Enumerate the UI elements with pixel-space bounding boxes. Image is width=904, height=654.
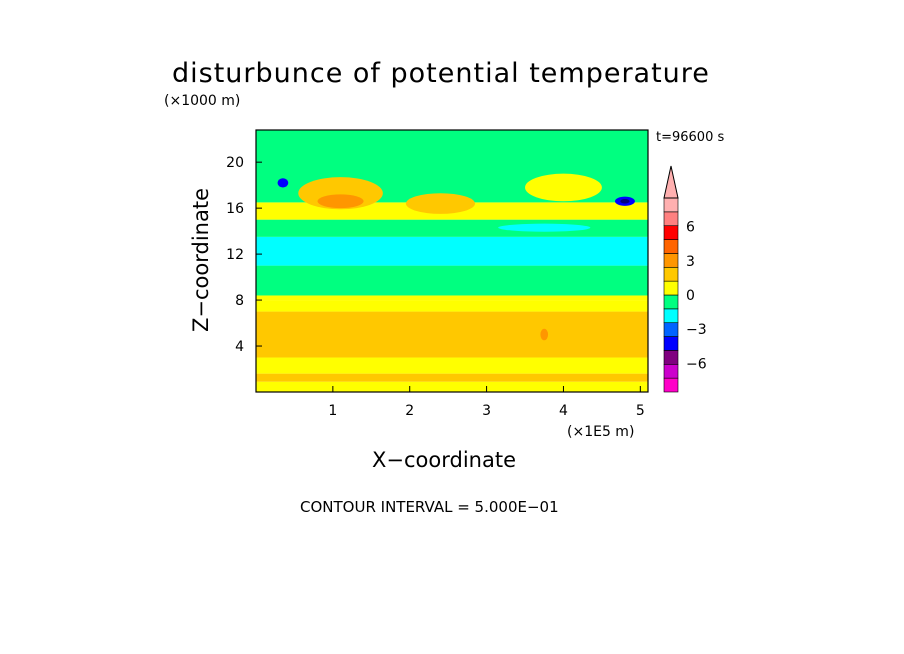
colorbar-tick-label: −6 <box>686 356 707 372</box>
band-1 <box>256 373 648 382</box>
y-tick-label: 4 <box>235 339 244 355</box>
feature-6 <box>620 198 630 204</box>
feature-7 <box>540 328 549 341</box>
feature-8 <box>498 223 591 232</box>
chart-title: disturbunce of potential temperature <box>172 58 710 89</box>
x-tick-label: 1 <box>328 403 337 419</box>
x-tick-label: 3 <box>482 403 491 419</box>
feature-1 <box>317 194 364 209</box>
plot-frame <box>255 129 649 393</box>
colorbar-segment <box>663 239 679 254</box>
band-7 <box>256 236 648 266</box>
colorbar-segment <box>663 266 679 282</box>
colorbar-segment <box>663 294 679 310</box>
colorbar-segment <box>663 211 679 227</box>
x-axis-label: X−coordinate <box>372 448 516 472</box>
colorbar-tick-label: −3 <box>686 322 707 338</box>
colorbar-segment <box>663 253 679 268</box>
band-4 <box>256 300 648 312</box>
colorbar-tick-label: 0 <box>686 288 695 304</box>
colorbar-segment <box>663 350 679 365</box>
x-axis-unit: (×1E5 m) <box>567 424 635 440</box>
colorbar-segment <box>663 197 679 213</box>
y-tick-label: 16 <box>226 201 244 217</box>
band-0 <box>256 381 648 392</box>
x-tick-label: 2 <box>405 403 414 419</box>
contour-interval-note: CONTOUR INTERVAL = 5.000E−01 <box>300 498 559 516</box>
y-tick-label: 8 <box>235 293 244 309</box>
colorbar-segment <box>663 308 679 324</box>
time-label: t=96600 s <box>656 130 725 145</box>
colorbar-tick-label: 3 <box>686 254 695 270</box>
feature-2 <box>405 193 476 214</box>
colorbar-segment <box>663 363 679 379</box>
x-tick-label: 5 <box>636 403 645 419</box>
colorbar-segment <box>663 225 679 240</box>
y-axis-unit: (×1000 m) <box>164 93 241 109</box>
band-6 <box>256 265 648 296</box>
colorbar-tick-label: 6 <box>686 220 695 236</box>
band-3 <box>256 311 648 358</box>
colorbar-segment <box>663 336 679 351</box>
colorbar-segment <box>663 377 679 393</box>
colorbar-segment <box>663 322 679 337</box>
band-2 <box>256 357 648 374</box>
x-tick-label: 4 <box>559 403 568 419</box>
band-5 <box>256 295 648 301</box>
feature-3 <box>525 173 602 202</box>
y-tick-label: 20 <box>226 155 244 171</box>
colorbar-segment <box>663 280 679 296</box>
feature-4 <box>277 178 289 188</box>
y-tick-label: 12 <box>226 247 244 263</box>
colorbar-arrow <box>663 165 679 199</box>
